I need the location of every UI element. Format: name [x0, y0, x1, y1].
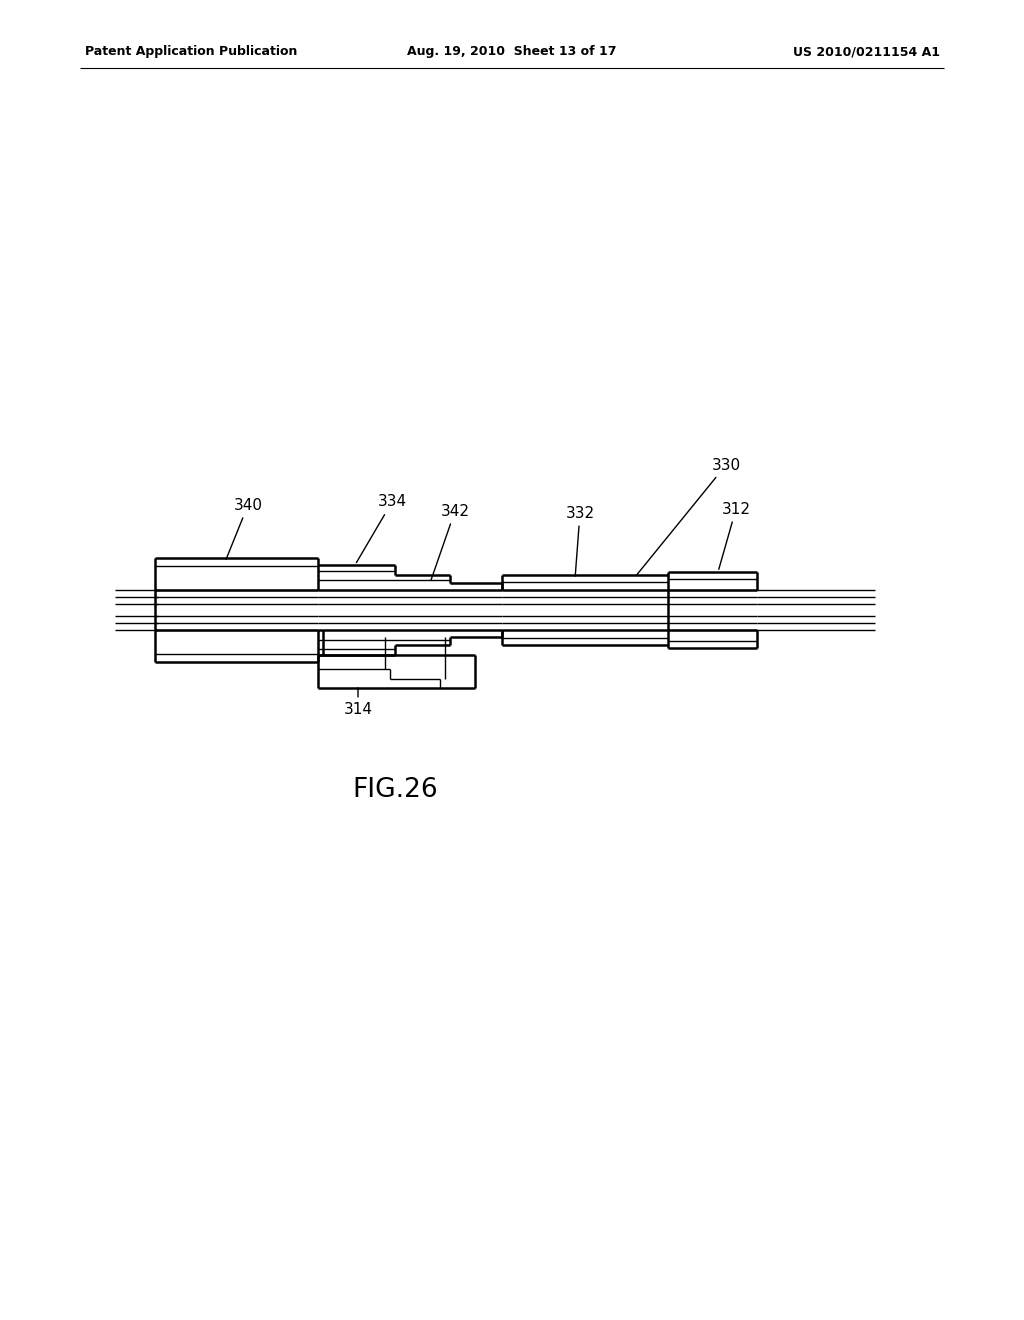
Text: 332: 332 [565, 506, 595, 577]
Text: US 2010/0211154 A1: US 2010/0211154 A1 [793, 45, 940, 58]
Text: FIG.26: FIG.26 [352, 777, 438, 803]
Text: 334: 334 [356, 495, 407, 562]
Text: Aug. 19, 2010  Sheet 13 of 17: Aug. 19, 2010 Sheet 13 of 17 [408, 45, 616, 58]
Text: 312: 312 [719, 502, 751, 569]
Text: 340: 340 [226, 498, 262, 560]
Text: 342: 342 [431, 503, 469, 581]
Text: 314: 314 [343, 688, 373, 718]
Text: Patent Application Publication: Patent Application Publication [85, 45, 297, 58]
Text: 330: 330 [637, 458, 740, 574]
